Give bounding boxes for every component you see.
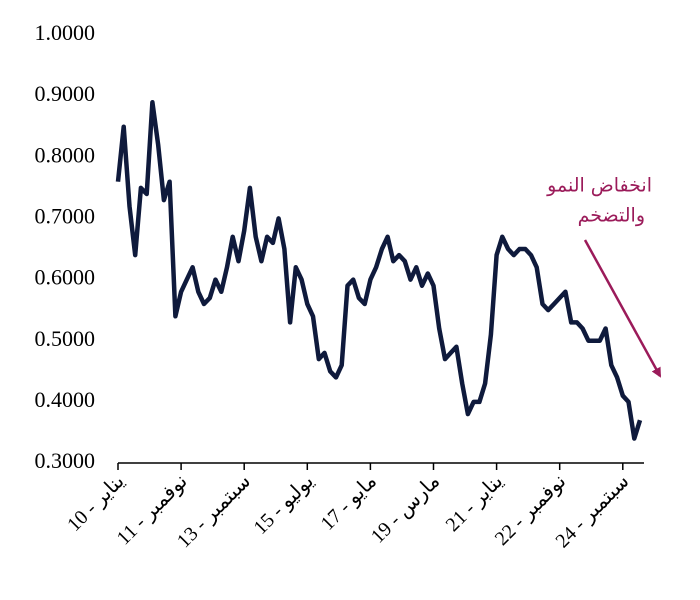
y-tick-label: 1.0000 xyxy=(35,20,96,45)
x-tick-label: يناير - 10 xyxy=(63,470,129,536)
y-tick-label: 0.4000 xyxy=(35,387,96,412)
x-tick-label: مارس - 19 xyxy=(367,470,444,547)
annotation-arrow xyxy=(583,239,662,378)
x-tick-label: مايو - 17 xyxy=(317,470,382,535)
annotation: والتضخم xyxy=(578,205,645,227)
y-tick-label: 0.5000 xyxy=(35,326,96,351)
y-tick-label: 0.6000 xyxy=(35,265,96,290)
x-tick-label: يوليو - 15 xyxy=(249,470,318,539)
x-tick-label: يناير - 21 xyxy=(442,470,508,536)
y-tick-label: 0.7000 xyxy=(35,203,96,228)
y-tick-label: 0.8000 xyxy=(35,142,96,167)
annotation: انخفاض النمو xyxy=(546,175,652,197)
data-line xyxy=(115,100,643,441)
y-tick-label: 0.9000 xyxy=(35,81,96,106)
y-tick-label: 0.3000 xyxy=(35,448,96,473)
